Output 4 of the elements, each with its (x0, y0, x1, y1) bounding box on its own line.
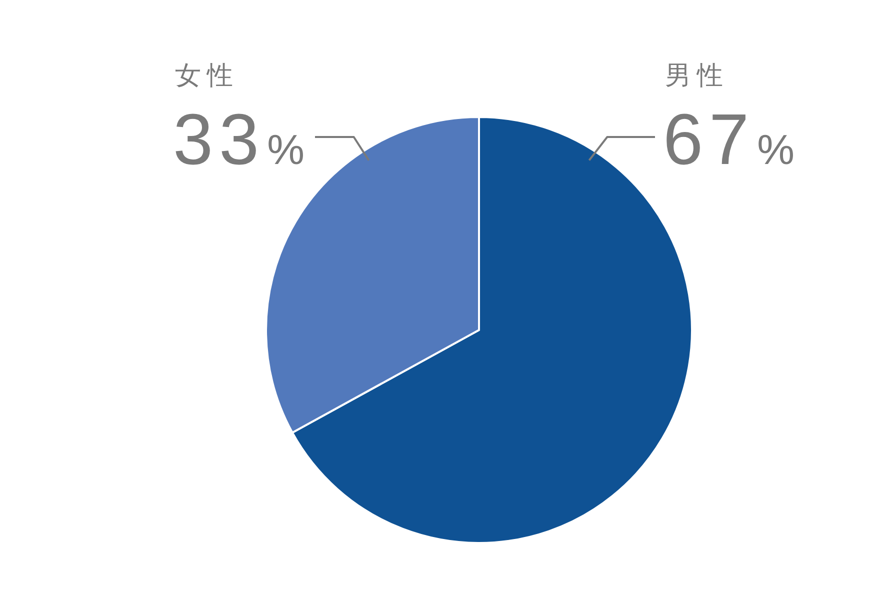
slice-label: 男性 (665, 61, 729, 91)
data-label: 67% (663, 100, 794, 180)
data-label: 33% (173, 100, 304, 180)
slice-label: 女性 (175, 61, 239, 91)
